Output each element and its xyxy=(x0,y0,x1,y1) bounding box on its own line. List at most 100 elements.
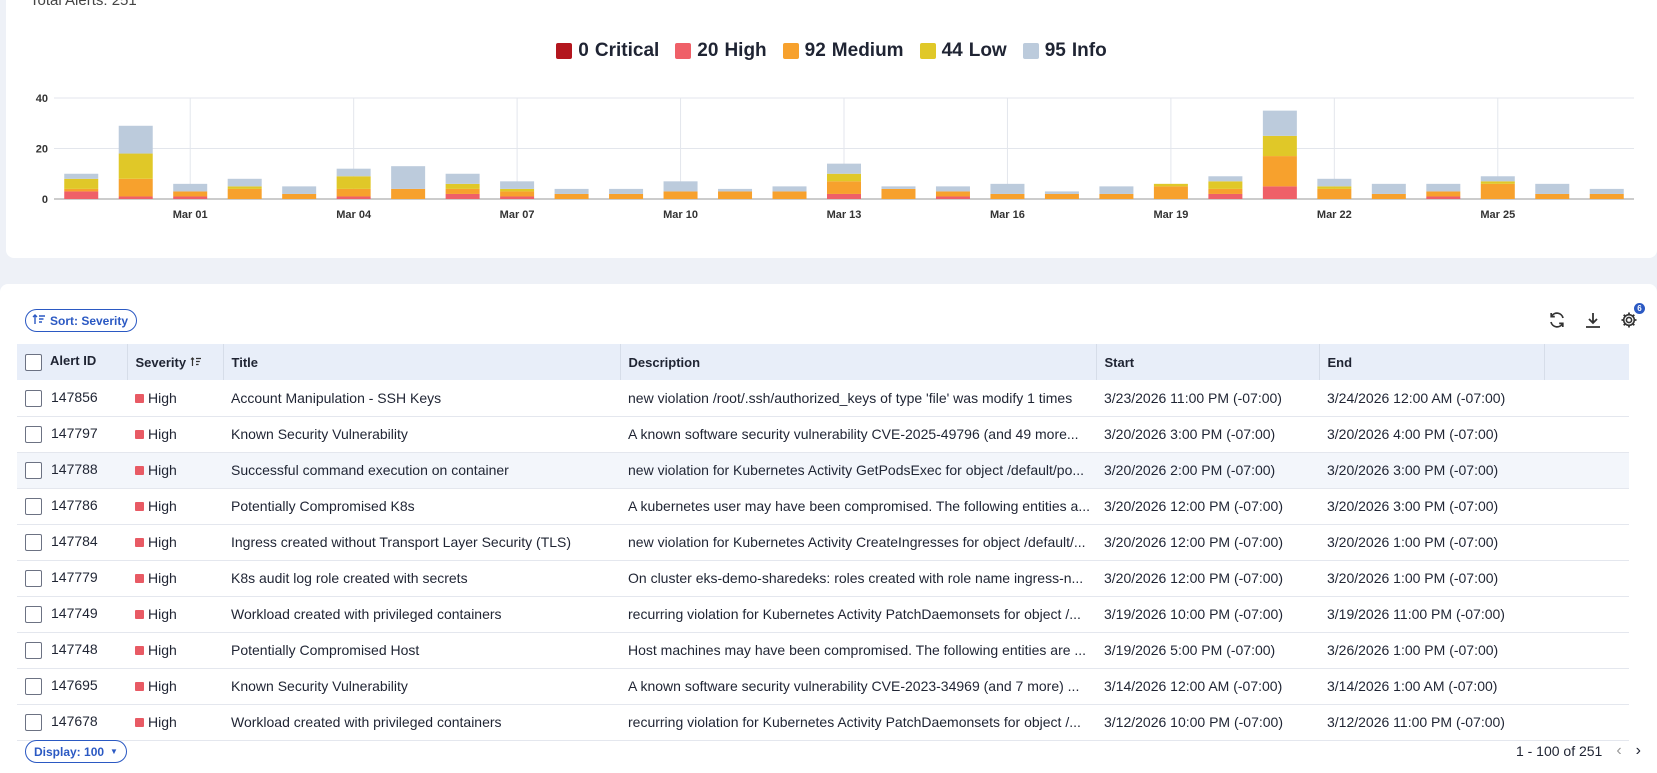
bar-high[interactable] xyxy=(173,196,208,199)
bar-low[interactable] xyxy=(1317,186,1352,189)
legend-item-low[interactable]: 44 Low xyxy=(919,40,1007,62)
table-row[interactable]: 147797 High Known Security Vulnerability A … xyxy=(17,416,1629,452)
col-alert-id[interactable]: Alert ID xyxy=(17,344,128,380)
bar-info[interactable] xyxy=(827,163,861,174)
bar-low[interactable] xyxy=(1208,181,1243,189)
prev-page-icon[interactable]: ‹ xyxy=(1616,742,1622,759)
cell-title[interactable]: Ingress created without Transport Layer … xyxy=(231,534,572,550)
bar-info[interactable] xyxy=(935,186,970,192)
table-row[interactable]: 147695 High Known Security Vulnerability A … xyxy=(17,668,1629,704)
cell-title[interactable]: Workload created with privileged contain… xyxy=(231,714,502,730)
bar-medium[interactable] xyxy=(1208,188,1243,194)
cell-title[interactable]: K8s audit log role created with secrets xyxy=(231,570,468,586)
select-all-checkbox[interactable] xyxy=(25,353,42,371)
bar-low[interactable] xyxy=(445,183,480,189)
bar-medium[interactable] xyxy=(881,188,916,199)
table-row[interactable]: 147784 High Ingress created without Transp… xyxy=(17,524,1629,560)
col-description[interactable]: Description xyxy=(620,344,1097,380)
bar-info[interactable] xyxy=(609,188,644,194)
row-checkbox[interactable] xyxy=(25,713,42,731)
cell-title[interactable]: Potentially Compromised Host xyxy=(231,642,420,658)
bar-medium[interactable] xyxy=(336,188,371,197)
bar-medium[interactable] xyxy=(173,191,208,197)
cell-title[interactable]: Account Manipulation - SSH Keys xyxy=(231,389,442,406)
bar-info[interactable] xyxy=(1262,110,1297,136)
bar-medium[interactable] xyxy=(1099,193,1134,199)
display-count-select[interactable]: Display: 100 ▼ xyxy=(25,740,127,763)
row-checkbox[interactable] xyxy=(25,677,42,695)
bar-high[interactable] xyxy=(827,193,861,199)
bar-info[interactable] xyxy=(282,186,317,194)
bar-medium[interactable] xyxy=(500,191,535,197)
bar-low[interactable] xyxy=(118,153,153,179)
bar-info[interactable] xyxy=(64,173,99,179)
bar-medium[interactable] xyxy=(554,193,589,199)
bar-medium[interactable] xyxy=(1262,156,1297,187)
cell-title[interactable]: Known Security Vulnerability xyxy=(231,426,408,442)
bar-medium[interactable] xyxy=(445,188,480,194)
sort-severity-chip[interactable]: Sort: Severity xyxy=(25,309,138,332)
cell-title[interactable]: Successful command execution on containe… xyxy=(231,462,509,478)
bar-medium[interactable] xyxy=(1535,193,1570,199)
bar-medium[interactable] xyxy=(227,188,262,199)
bar-info[interactable] xyxy=(1317,178,1352,187)
table-row[interactable]: 147856 High Account Manipulation - SSH Key… xyxy=(17,380,1629,416)
bar-info[interactable] xyxy=(118,125,153,154)
row-checkbox[interactable] xyxy=(25,569,42,587)
bar-high[interactable] xyxy=(445,193,480,199)
bar-medium[interactable] xyxy=(1044,193,1079,199)
table-row[interactable]: 147749 High Workload created with privileg… xyxy=(17,596,1629,632)
bar-info[interactable] xyxy=(1208,176,1243,182)
col-start[interactable]: Start xyxy=(1096,344,1320,380)
bar-medium[interactable] xyxy=(118,178,153,197)
bar-medium[interactable] xyxy=(1426,191,1461,197)
bar-medium[interactable] xyxy=(1153,186,1188,199)
bar-info[interactable] xyxy=(336,168,371,177)
bar-info[interactable] xyxy=(173,183,208,192)
bar-medium[interactable] xyxy=(827,181,861,194)
bar-info[interactable] xyxy=(1480,176,1515,182)
bar-medium[interactable] xyxy=(1589,193,1624,199)
download-icon[interactable] xyxy=(1581,308,1605,332)
bar-medium[interactable] xyxy=(935,191,970,197)
col-title[interactable]: Title xyxy=(223,344,621,380)
row-checkbox[interactable] xyxy=(25,497,42,515)
refresh-icon[interactable] xyxy=(1545,308,1569,332)
bar-low[interactable] xyxy=(336,176,371,189)
row-checkbox[interactable] xyxy=(25,389,42,407)
bar-medium[interactable] xyxy=(282,193,317,199)
bar-medium[interactable] xyxy=(990,193,1025,199)
bar-info[interactable] xyxy=(1426,183,1461,192)
bar-info[interactable] xyxy=(227,178,262,187)
table-row[interactable]: 147779 High K8s audit log role created wit… xyxy=(17,560,1629,596)
bar-medium[interactable] xyxy=(64,188,99,192)
bar-info[interactable] xyxy=(663,181,698,192)
table-row[interactable]: 147748 High Potentially Compromised Host Ho… xyxy=(17,632,1629,668)
legend-item-medium[interactable]: 92 Medium xyxy=(782,40,904,62)
settings-gear-icon[interactable]: 6 xyxy=(1617,303,1645,332)
bar-medium[interactable] xyxy=(663,191,698,199)
bar-medium[interactable] xyxy=(718,191,753,199)
bar-high[interactable] xyxy=(1426,196,1461,199)
bar-info[interactable] xyxy=(990,183,1025,194)
row-checkbox[interactable] xyxy=(25,641,42,659)
bar-low[interactable] xyxy=(1262,135,1297,157)
bar-medium[interactable] xyxy=(609,193,644,199)
table-row[interactable]: 147678 High Workload created with privileg… xyxy=(17,704,1629,740)
bar-medium[interactable] xyxy=(1371,193,1406,199)
bar-info[interactable] xyxy=(1044,191,1079,194)
legend-item-info[interactable]: 95 Info xyxy=(1022,40,1107,62)
bar-info[interactable] xyxy=(1589,188,1624,194)
bar-info[interactable] xyxy=(772,186,807,192)
bar-low[interactable] xyxy=(1153,183,1188,187)
bar-low[interactable] xyxy=(1480,181,1515,184)
row-checkbox[interactable] xyxy=(25,425,42,443)
bar-info[interactable] xyxy=(881,186,916,189)
bar-high[interactable] xyxy=(935,196,970,199)
bar-medium[interactable] xyxy=(1317,188,1352,199)
bar-high[interactable] xyxy=(1262,186,1297,199)
bar-medium[interactable] xyxy=(1480,183,1515,199)
row-checkbox[interactable] xyxy=(25,461,42,479)
row-checkbox[interactable] xyxy=(25,605,42,623)
bar-info[interactable] xyxy=(1535,183,1570,194)
